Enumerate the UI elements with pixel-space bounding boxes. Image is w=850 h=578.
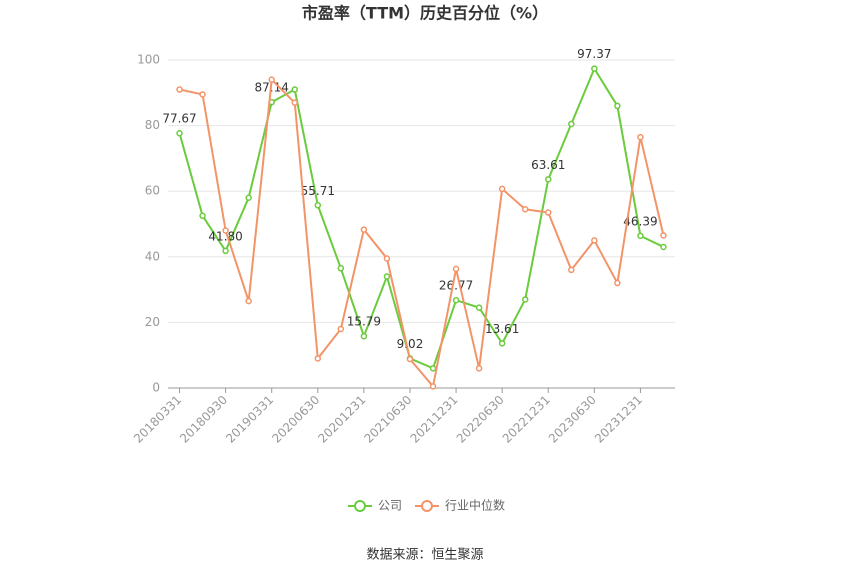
x-tick-label: 20200630 (269, 393, 322, 446)
point (176, 129, 183, 137)
y-tick-label: 0 (152, 381, 160, 395)
point (268, 76, 275, 83)
point (637, 232, 644, 240)
x-tick-label: 20230630 (546, 393, 599, 446)
y-tick-label: 100 (137, 53, 160, 67)
series-line (179, 77, 665, 389)
point (568, 266, 575, 274)
point (614, 279, 621, 287)
data-label: 9.02 (397, 337, 424, 351)
data-label: 77.67 (162, 112, 196, 126)
point (222, 247, 229, 255)
point (660, 243, 667, 251)
legend-marker (421, 500, 433, 512)
point (591, 65, 598, 72)
point (637, 133, 644, 141)
chart-title: 市盈率（TTM）历史百分位（%） (302, 4, 548, 23)
x-tick-label: 20220630 (454, 393, 507, 446)
x-tick-label: 20231231 (592, 393, 645, 446)
y-tick-label: 60 (145, 184, 160, 198)
point (291, 99, 298, 106)
data-label: 15.79 (347, 315, 381, 329)
point (660, 232, 667, 239)
x-tick-label: 20180331 (131, 393, 184, 446)
point (452, 265, 460, 273)
point (245, 297, 252, 305)
point (498, 340, 506, 347)
y-tick-label: 80 (145, 118, 160, 132)
point (498, 185, 506, 193)
point (475, 304, 483, 311)
point (429, 383, 437, 390)
point (291, 86, 298, 93)
x-tick-label: 20190331 (223, 393, 276, 446)
point (568, 120, 575, 128)
x-tick-label: 20221231 (500, 393, 553, 446)
data-label: 63.61 (531, 158, 565, 172)
point (614, 102, 621, 110)
point (199, 212, 206, 220)
data-label: 55.71 (301, 184, 335, 198)
data-label: 97.37 (577, 47, 611, 61)
point (383, 255, 391, 262)
point (591, 237, 598, 244)
source: 数据来源：恒生聚源 (366, 548, 483, 563)
data-label: 13.61 (485, 322, 519, 336)
legend-label: 公司 (378, 499, 402, 513)
x-tick-label: 20211231 (408, 393, 461, 446)
series-line (178, 66, 664, 370)
point (545, 209, 552, 216)
y-tick-label: 20 (145, 315, 160, 329)
y-tick-label: 40 (145, 249, 160, 263)
point (222, 227, 229, 234)
point (429, 365, 437, 372)
point (176, 86, 183, 93)
point (452, 296, 460, 304)
point (360, 226, 368, 233)
point (521, 205, 529, 213)
data-label: 46.39 (623, 214, 657, 228)
data-label: 26.77 (439, 279, 473, 293)
point (406, 355, 414, 363)
point (383, 273, 391, 280)
point (199, 91, 206, 98)
data-label: 41.80 (208, 229, 242, 243)
point (360, 332, 368, 340)
point (314, 355, 322, 362)
legend-label: 行业中位数 (445, 498, 505, 513)
point (245, 194, 252, 202)
point (314, 202, 322, 209)
point (545, 176, 552, 183)
point (337, 325, 345, 333)
x-tick-label: 20210630 (361, 393, 414, 446)
legend-marker (354, 500, 366, 512)
point (337, 265, 345, 272)
point (521, 296, 529, 303)
point (475, 365, 483, 372)
x-tick-label: 20180930 (177, 393, 230, 446)
x-tick-label: 20201231 (315, 393, 368, 446)
